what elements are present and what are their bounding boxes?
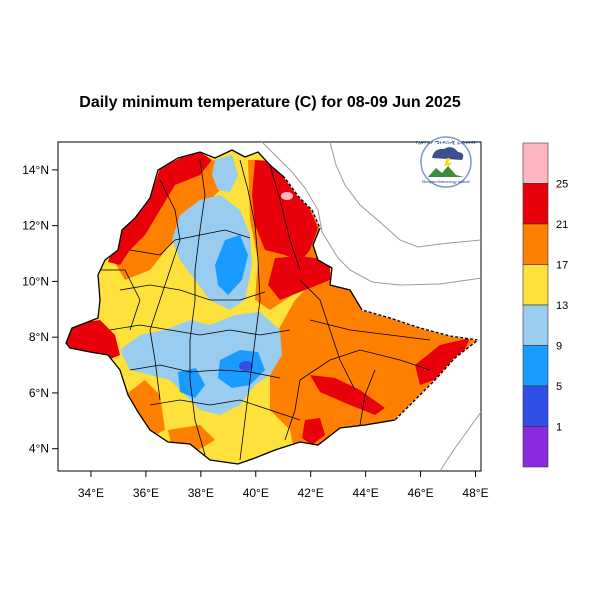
zone-21-25-south — [302, 418, 325, 445]
zone-21-25-southeast — [415, 338, 470, 385]
logo-lightning-icon — [444, 158, 452, 172]
colorbar-swatch — [522, 426, 549, 468]
y-tick-label: 4°N — [29, 442, 49, 456]
colorbar-swatch — [522, 223, 549, 265]
x-tick-label: 48°E — [462, 486, 488, 500]
logo-arc-text: የኢትዮጵያ ሜትዎሮሎጂ ኢንስቲትዩት — [416, 141, 477, 146]
zone-5-9-west — [178, 368, 205, 398]
y-tick-label: 14°N — [22, 163, 49, 177]
x-tick-label: 36°E — [133, 486, 159, 500]
zone-21-25-northwest — [108, 152, 212, 265]
coastal-dashes — [284, 177, 480, 421]
zone-17-21-northwest — [110, 160, 235, 280]
colorbar-swatch — [522, 345, 549, 387]
colorbar-label: 17 — [556, 260, 568, 272]
logo-caption: Ethiopian Meteorology Institute — [422, 180, 470, 184]
colorbar: 25 21 17 13 9 5 1 — [522, 142, 568, 468]
colorbar-swatch — [522, 142, 549, 184]
logo-mountain-icon — [428, 166, 464, 177]
x-tick-label: 40°E — [243, 486, 269, 500]
logo-cloud-icon — [432, 147, 464, 160]
colorbar-swatch — [522, 264, 549, 306]
colorbar-label: 13 — [556, 300, 568, 312]
colorbar-label: 9 — [556, 341, 562, 353]
admin-borders — [100, 159, 431, 461]
zone-21-25-afar — [252, 160, 318, 262]
y-tick-label: 8°N — [29, 330, 49, 344]
colorbar-swatch — [522, 304, 549, 346]
colorbar-label: 5 — [556, 381, 562, 393]
zone-21-25-afar-south — [268, 256, 330, 300]
x-tick-label: 38°E — [188, 486, 214, 500]
x-tick-label: 34°E — [78, 486, 104, 500]
map-title: Daily minimum temperature (C) for 08-09 … — [79, 94, 461, 111]
colorbar-label: 21 — [556, 219, 568, 231]
x-tick-label: 42°E — [298, 486, 324, 500]
y-tick-label: 12°N — [22, 219, 49, 233]
colorbar-label: 25 — [556, 179, 568, 191]
colorbar-label: 1 — [556, 422, 562, 434]
zone-1-5 — [239, 361, 253, 371]
colorbar-swatch — [522, 183, 549, 225]
x-tick-label: 46°E — [407, 486, 433, 500]
zone-5-9-north — [215, 235, 248, 295]
y-tick-label: 6°N — [29, 386, 49, 400]
institute-logo: የኢትዮጵያ ሜትዎሮሎጂ ኢንስቲትዩት Ethiopian Meteorol… — [416, 136, 477, 188]
y-tick-label: 10°N — [22, 274, 49, 288]
zone-21-25-wabe — [310, 375, 385, 415]
zone-above-25 — [281, 192, 293, 200]
neighbour-coastlines — [261, 141, 482, 472]
axis-ticks: 34°E 36°E 38°E 40°E 42°E 44°E 46°E 48°E 4°N 6°N 8°… — [22, 163, 488, 500]
zone-9-13-highlands-central — [120, 312, 282, 415]
colorbar-swatch — [522, 385, 549, 427]
zone-9-13-north-tip — [212, 155, 238, 192]
x-tick-label: 44°E — [353, 486, 379, 500]
